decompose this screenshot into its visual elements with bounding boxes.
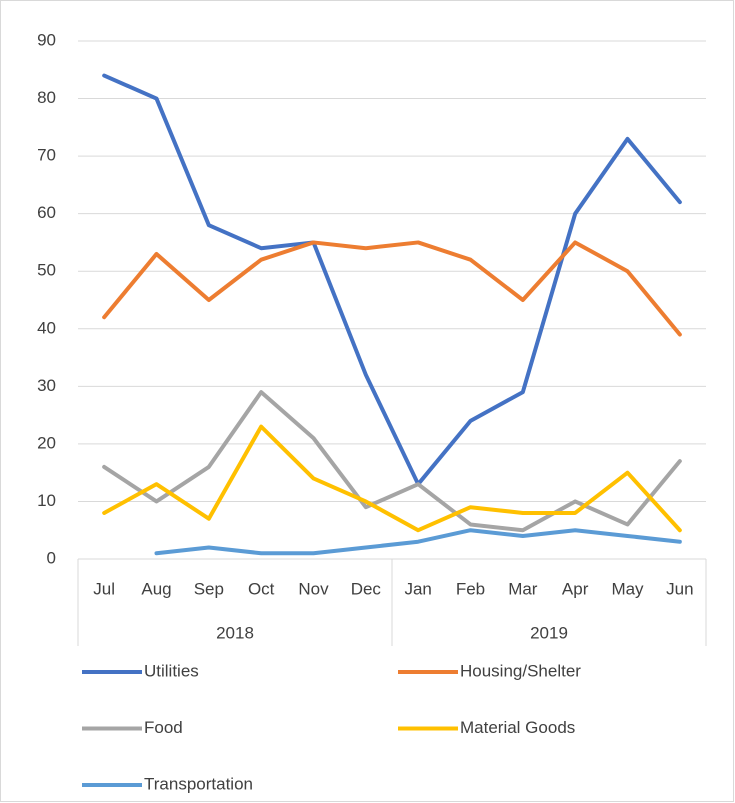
- y-tick-label: 80: [37, 88, 56, 107]
- series-line: [154, 528, 682, 556]
- legend-label: Food: [144, 718, 183, 737]
- x-tick-label: Nov: [298, 579, 329, 598]
- legend-label: Material Goods: [460, 718, 575, 737]
- legend-label: Transportation: [144, 774, 253, 793]
- y-tick-label: 50: [37, 261, 56, 280]
- y-tick-label: 40: [37, 318, 56, 337]
- x-tick-label: Dec: [351, 579, 382, 598]
- y-tick-label: 70: [37, 146, 56, 165]
- series-line: [102, 424, 682, 533]
- series-line: [102, 73, 682, 487]
- x-tick-label: May: [611, 579, 644, 598]
- x-tick-label: Aug: [141, 579, 171, 598]
- group-label: 2019: [530, 623, 568, 642]
- x-tick-label: Jan: [404, 579, 431, 598]
- x-tick-label: Jul: [93, 579, 115, 598]
- x-tick-label: Mar: [508, 579, 538, 598]
- x-tick-label: Feb: [456, 579, 485, 598]
- x-tick-label: Sep: [194, 579, 224, 598]
- series-line: [102, 240, 682, 337]
- x-tick-label: Oct: [248, 579, 275, 598]
- y-tick-label: 30: [37, 376, 56, 395]
- group-label: 2018: [216, 623, 254, 642]
- y-tick-label: 60: [37, 203, 56, 222]
- y-tick-label: 90: [37, 30, 56, 49]
- y-tick-label: 20: [37, 433, 56, 452]
- legend-label: Housing/Shelter: [460, 661, 581, 680]
- y-tick-label: 0: [47, 548, 56, 567]
- legend-label: Utilities: [144, 661, 199, 680]
- x-tick-label: Jun: [666, 579, 693, 598]
- x-tick-label: Apr: [562, 579, 589, 598]
- y-tick-label: 10: [37, 491, 56, 510]
